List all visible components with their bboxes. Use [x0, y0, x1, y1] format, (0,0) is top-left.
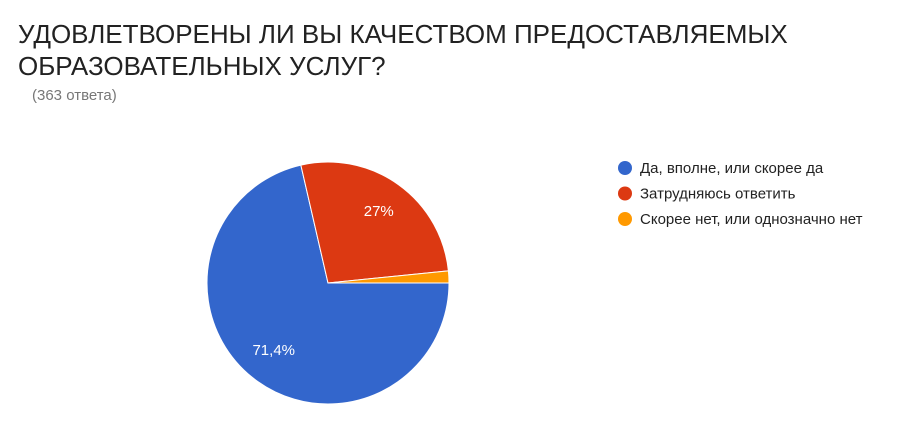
- legend-marker: [618, 161, 632, 175]
- pie-slice: [206, 164, 450, 405]
- chart-title: УДОВЛЕТВОРЕНЫ ЛИ ВЫ КАЧЕСТВОМ ПРЕДОСТАВЛ…: [18, 19, 788, 81]
- legend-marker: [618, 212, 632, 226]
- data-label: 71,4%: [252, 342, 295, 359]
- legend-label: Затрудняюсь ответить: [640, 185, 796, 202]
- legend-label: Да, вполне, или скорее да: [640, 160, 824, 177]
- pie-slice: [300, 161, 449, 284]
- data-label: 27%: [364, 203, 394, 220]
- legend-label: Скорее нет, или однозначно нет: [640, 211, 863, 228]
- legend-marker: [618, 186, 632, 201]
- pie-slice: [327, 270, 450, 284]
- chart-subtitle: (363 ответа): [32, 87, 117, 104]
